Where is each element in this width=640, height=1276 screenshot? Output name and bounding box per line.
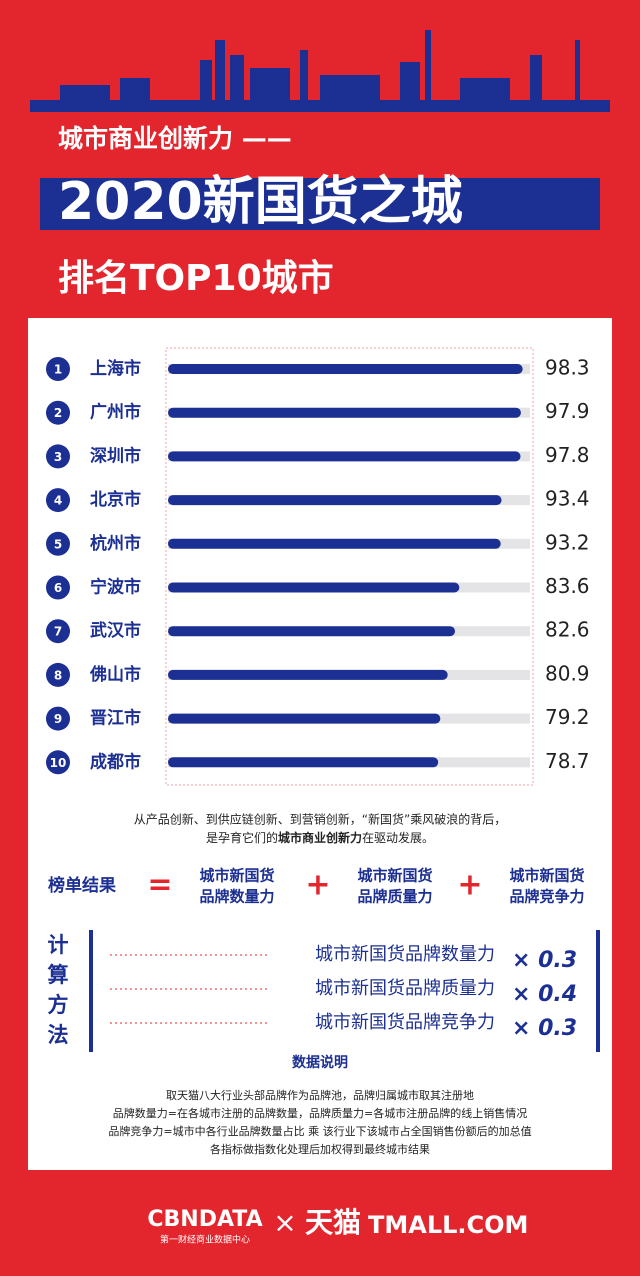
method-label: 法	[48, 1023, 69, 1047]
city-label: 广州市	[90, 402, 141, 423]
value-label: 83.6	[545, 574, 590, 598]
formula-term: 城市新国货	[199, 867, 274, 885]
value-label: 93.4	[545, 487, 590, 511]
bar	[168, 364, 523, 374]
method-label: 计	[48, 933, 69, 957]
formula-plus: +	[457, 868, 482, 903]
rank: 1	[54, 363, 62, 377]
value-label: 79.2	[545, 705, 590, 729]
bar	[168, 669, 448, 680]
bar	[168, 757, 439, 768]
header-title: 2020新国货之城	[58, 172, 463, 232]
city-label: 成都市	[90, 751, 141, 772]
rank-badge	[46, 400, 70, 425]
rank: 6	[54, 581, 62, 595]
formula-term: 城市新国货	[509, 867, 584, 885]
bar	[168, 451, 521, 462]
value-label: 80.9	[545, 661, 590, 685]
rank-badge	[46, 531, 70, 556]
value-label: 98.3	[545, 356, 590, 380]
rank-badge	[46, 662, 70, 687]
formula-plus: +	[305, 868, 330, 903]
intro: 是孕育它们的城市商业创新力在驱动发展。	[206, 830, 434, 845]
method-weight: × 0.3	[512, 948, 577, 973]
city-label: 深圳市	[90, 445, 141, 466]
formula-term: 品牌数量力	[199, 888, 274, 906]
header-line1: 城市商业创新力 ——	[58, 124, 292, 153]
method-label: 方	[48, 993, 69, 1017]
method-weight: × 0.3	[512, 1016, 577, 1041]
method-bar	[89, 930, 93, 1052]
times: ×	[273, 1206, 296, 1239]
method-name: 城市新国货品牌竞争力	[315, 1012, 495, 1033]
rank-badge	[46, 706, 70, 731]
formula-equals: =	[147, 868, 172, 903]
city-label: 佛山市	[89, 664, 141, 685]
rank-badge	[46, 444, 70, 469]
formula-term: 城市新国货	[357, 867, 432, 885]
city-label: 宁波市	[90, 577, 141, 598]
city-label: 上海市	[90, 358, 141, 379]
note-line: 品牌竞争力=城市中各行业品牌数量占比 乘 该行业下该城市占全国销售份额后的加总值	[108, 1124, 531, 1138]
brand: 天猫	[305, 1206, 361, 1239]
city-label: 晋江市	[90, 708, 141, 729]
method-label: 算	[48, 963, 69, 987]
brand: TMALL.COM	[368, 1211, 528, 1239]
rank-badge	[46, 357, 70, 381]
bar	[168, 582, 460, 593]
value-label: 97.9	[545, 399, 590, 423]
city-label: 武汉市	[90, 620, 141, 641]
method-bar	[596, 930, 600, 1052]
bar	[168, 626, 456, 637]
city-label: 北京市	[90, 489, 141, 510]
rank: 3	[54, 450, 62, 464]
bar	[168, 407, 521, 418]
formula-label: 榜单结果	[48, 875, 116, 896]
bar	[168, 713, 441, 724]
notes-title: 数据说明	[292, 1054, 348, 1071]
rank-badge	[46, 488, 70, 513]
method-weight: × 0.4	[512, 982, 577, 1007]
intro-part: 在驱动发展。	[362, 830, 434, 845]
formula-term: 品牌质量力	[357, 888, 432, 906]
rank: 2	[54, 406, 62, 420]
skyline	[30, 30, 610, 112]
rank: 9	[54, 712, 62, 726]
city-label: 杭州市	[90, 533, 141, 554]
rank-badge	[46, 619, 70, 644]
formula-term: 品牌竞争力	[509, 888, 584, 906]
rank-badge	[46, 750, 70, 775]
bar	[168, 538, 501, 549]
note-line: 各指标做指数化处理后加权得到最终城市结果	[210, 1142, 430, 1156]
bar	[168, 495, 502, 506]
header-line3: 排名TOP10城市	[58, 258, 334, 299]
rank-badge	[46, 575, 70, 600]
brand-sub: 第一财经商业数据中心	[160, 1234, 250, 1246]
value-label: 82.6	[545, 618, 590, 642]
rank: 5	[54, 537, 62, 551]
rank: 8	[54, 668, 62, 682]
chart-frame	[165, 347, 534, 786]
rank: 7	[54, 625, 62, 639]
intro: 从产品创新、到供应链创新、到营销创新，“新国货”乘风破浪的背后，	[134, 812, 506, 827]
value-label: 78.7	[545, 749, 590, 773]
value-label: 93.2	[545, 530, 590, 554]
rank: 10	[50, 756, 67, 770]
note-line: 品牌数量力=在各城市注册的品牌数量，品牌质量力=各城市注册品牌的线上销售情况	[113, 1106, 527, 1120]
title-band	[40, 178, 600, 230]
rank: 4	[54, 494, 62, 508]
intro-part: 是孕育它们的	[206, 830, 278, 845]
value-label: 97.8	[545, 443, 590, 467]
brand: CBNDATA	[147, 1207, 262, 1232]
note-line: 取天猫八大行业头部品牌作为品牌池，品牌归属城市取其注册地	[166, 1088, 474, 1102]
method-name: 城市新国货品牌数量力	[315, 944, 495, 965]
method-name: 城市新国货品牌质量力	[315, 978, 495, 999]
intro-bold: 城市商业创新力	[278, 830, 362, 845]
